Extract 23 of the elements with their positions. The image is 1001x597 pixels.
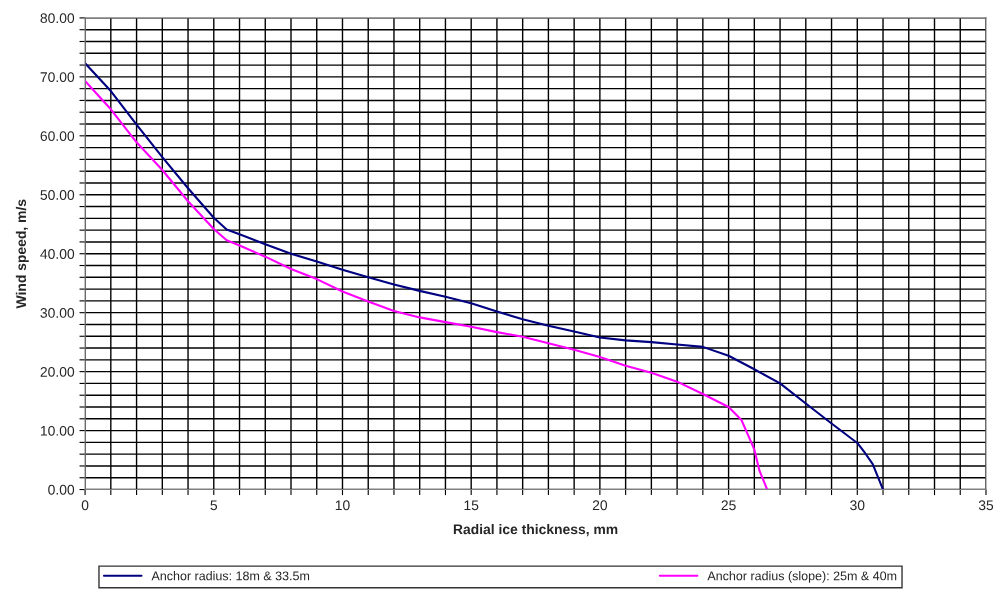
y-tick-label: 30.00 xyxy=(40,308,75,318)
x-tick-label: 30 xyxy=(850,500,865,511)
y-tick-label: 60.00 xyxy=(40,131,75,141)
x-axis-title: Radial ice thickness, mm xyxy=(453,524,618,537)
y-tick-label: 40.00 xyxy=(40,249,75,259)
y-tick-label: 0.00 xyxy=(48,484,75,495)
y-axis-title: Wind speed, m/s xyxy=(15,199,29,309)
legend-label: Anchor radius: 18m & 33.5m xyxy=(151,571,310,581)
line-series xyxy=(85,62,885,490)
x-tick-label: 20 xyxy=(592,500,608,511)
x-tick-label: 5 xyxy=(210,500,218,511)
y-tick-label: 80.00 xyxy=(40,13,75,24)
legend-label: Anchor radius (slope): 25m & 40m xyxy=(707,571,897,583)
x-tick-label: 35 xyxy=(978,500,994,511)
line-series xyxy=(85,79,769,490)
y-tick-label: 20.00 xyxy=(40,366,75,377)
y-tick-label: 10.00 xyxy=(40,425,75,436)
x-tick-label: 25 xyxy=(721,500,736,511)
x-tick-label: 10 xyxy=(335,500,350,511)
x-tick-label: 15 xyxy=(464,500,479,511)
y-tick-label: 50.00 xyxy=(40,190,75,200)
x-tick-label: 0 xyxy=(81,500,89,511)
y-tick-label: 70.00 xyxy=(40,72,75,83)
